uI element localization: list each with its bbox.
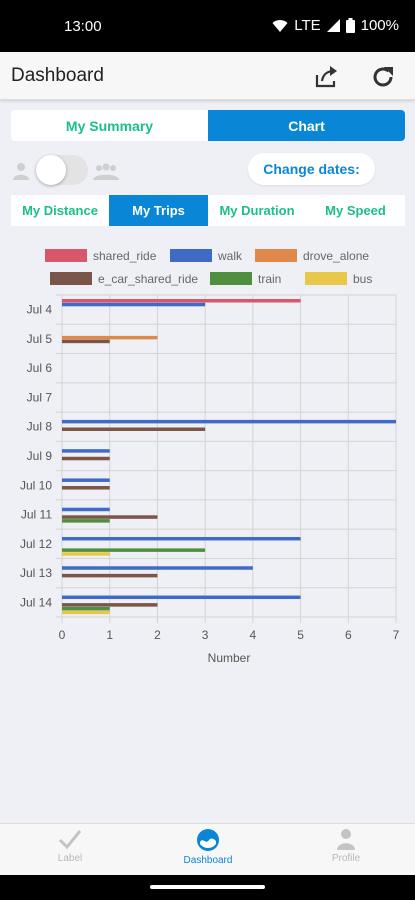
tab-my-trips[interactable]: My Trips — [109, 195, 208, 226]
bar-e_car_shared_ride — [62, 339, 110, 344]
view-tabs: My Summary Chart — [11, 110, 405, 141]
legend-swatch-shared_ride — [45, 249, 87, 262]
legend-label-shared_ride: shared_ride — [93, 249, 157, 263]
bar-e_car_shared_ride — [62, 456, 110, 461]
x-tick-label: 7 — [393, 628, 400, 642]
status-time: 13:00 — [64, 18, 102, 35]
legend-swatch-bus — [305, 272, 347, 285]
bar-walk — [62, 478, 110, 482]
bar-e_car_shared_ride — [62, 515, 158, 519]
x-tick-label: 4 — [250, 628, 257, 642]
bar-walk — [62, 419, 396, 424]
x-tick-label: 5 — [297, 628, 304, 642]
check-icon — [58, 830, 82, 850]
bar-e_car_shared_ride — [62, 573, 158, 578]
tab-my-speed[interactable]: My Speed — [325, 203, 386, 218]
chart-svg: shared_ride walk drove_alone e_car_shared_r… — [20, 249, 400, 665]
refresh-button[interactable] — [368, 62, 398, 92]
tab-my-summary[interactable]: My Summary — [11, 110, 208, 141]
bar-bus — [62, 610, 110, 615]
y-tick-label: Jul 13 — [20, 566, 52, 580]
legend-label-train: train — [258, 272, 281, 286]
metric-tabs: My Distance My Trips My Duration My Spee… — [11, 195, 405, 226]
bar-walk — [62, 595, 301, 600]
nav-profile[interactable]: Profile — [306, 828, 386, 864]
y-tick-label: Jul 4 — [27, 303, 53, 317]
nav-label-text: Label — [57, 853, 83, 864]
tab-my-duration[interactable]: My Duration — [219, 203, 295, 218]
tab-chart[interactable]: Chart — [208, 110, 405, 141]
signal-icon — [326, 19, 340, 32]
page-title: Dashboard — [11, 65, 104, 86]
x-tick-label: 1 — [106, 628, 113, 642]
nav-profile-text: Profile — [331, 853, 361, 864]
y-tick-label: Jul 8 — [27, 420, 53, 434]
legend-swatch-drove_alone — [255, 249, 297, 262]
bar-walk — [62, 302, 206, 307]
nav-dashboard[interactable]: Dashboard — [168, 828, 248, 866]
legend-swatch-train — [210, 272, 252, 285]
x-tick-label: 2 — [154, 628, 161, 642]
profile-icon — [337, 829, 355, 850]
bar-train — [62, 519, 110, 523]
x-tick-label: 0 — [59, 628, 66, 642]
battery-icon — [345, 18, 355, 33]
bar-bus — [62, 552, 110, 556]
refresh-icon — [373, 67, 393, 87]
bar-train — [62, 606, 110, 611]
bar-walk — [62, 507, 110, 512]
y-tick-label: Jul 5 — [27, 332, 53, 346]
legend-swatch-e_car_shared_ride — [50, 272, 92, 285]
bar-walk — [62, 536, 301, 541]
bar-drove_alone — [62, 335, 158, 340]
y-tick-label: Jul 10 — [20, 478, 52, 492]
bottom-nav: Label Dashboard Profile — [0, 823, 415, 875]
y-tick-label: Jul 14 — [20, 595, 52, 609]
aggregate-toggle[interactable] — [36, 155, 88, 185]
legend-label-e_car_shared_ride: e_car_shared_ride — [98, 272, 198, 286]
bar-shared_ride — [62, 299, 301, 303]
legend-label-drove_alone: drove_alone — [303, 249, 369, 263]
share-button[interactable] — [312, 62, 342, 92]
x-tick-label: 6 — [345, 628, 352, 642]
y-tick-label: Jul 11 — [21, 508, 52, 522]
tab-my-distance[interactable]: My Distance — [22, 203, 98, 218]
y-tick-label: Jul 7 — [27, 390, 53, 404]
y-tick-label: Jul 9 — [27, 449, 53, 463]
y-tick-label: Jul 12 — [20, 537, 52, 551]
legend-label-bus: bus — [353, 272, 372, 286]
wifi-icon — [272, 19, 288, 32]
x-axis-label: Number — [208, 651, 251, 665]
bar-walk — [62, 449, 110, 453]
nav-dashboard-text: Dashboard — [183, 855, 233, 866]
single-person-icon — [13, 163, 29, 180]
app-bar: Dashboard — [0, 52, 415, 100]
controls-row: Change dates: — [0, 152, 415, 192]
bar-e_car_shared_ride — [62, 427, 206, 431]
network-label: LTE — [294, 17, 321, 34]
share-icon — [315, 66, 337, 88]
trips-chart: shared_ride walk drove_alone e_car_shared_r… — [0, 238, 415, 678]
group-icon — [93, 163, 119, 180]
nav-label[interactable]: Label — [30, 828, 110, 864]
bar-e_car_shared_ride — [62, 486, 110, 490]
bar-train — [62, 548, 206, 552]
status-bar: 13:00 LTE 100% — [0, 0, 415, 52]
dashboard-icon — [197, 829, 219, 851]
x-tick-label: 3 — [202, 628, 209, 642]
home-indicator — [150, 885, 265, 889]
battery-label: 100% — [360, 17, 399, 34]
y-tick-label: Jul 6 — [27, 361, 53, 375]
status-icons: LTE 100% — [272, 17, 399, 34]
bar-walk — [62, 566, 253, 570]
legend-label-walk: walk — [217, 249, 243, 263]
change-dates-button[interactable]: Change dates: — [248, 153, 375, 185]
bar-e_car_shared_ride — [62, 603, 158, 607]
legend-swatch-walk — [170, 249, 212, 262]
toggle-knob — [36, 155, 66, 185]
gesture-bar — [0, 875, 415, 900]
